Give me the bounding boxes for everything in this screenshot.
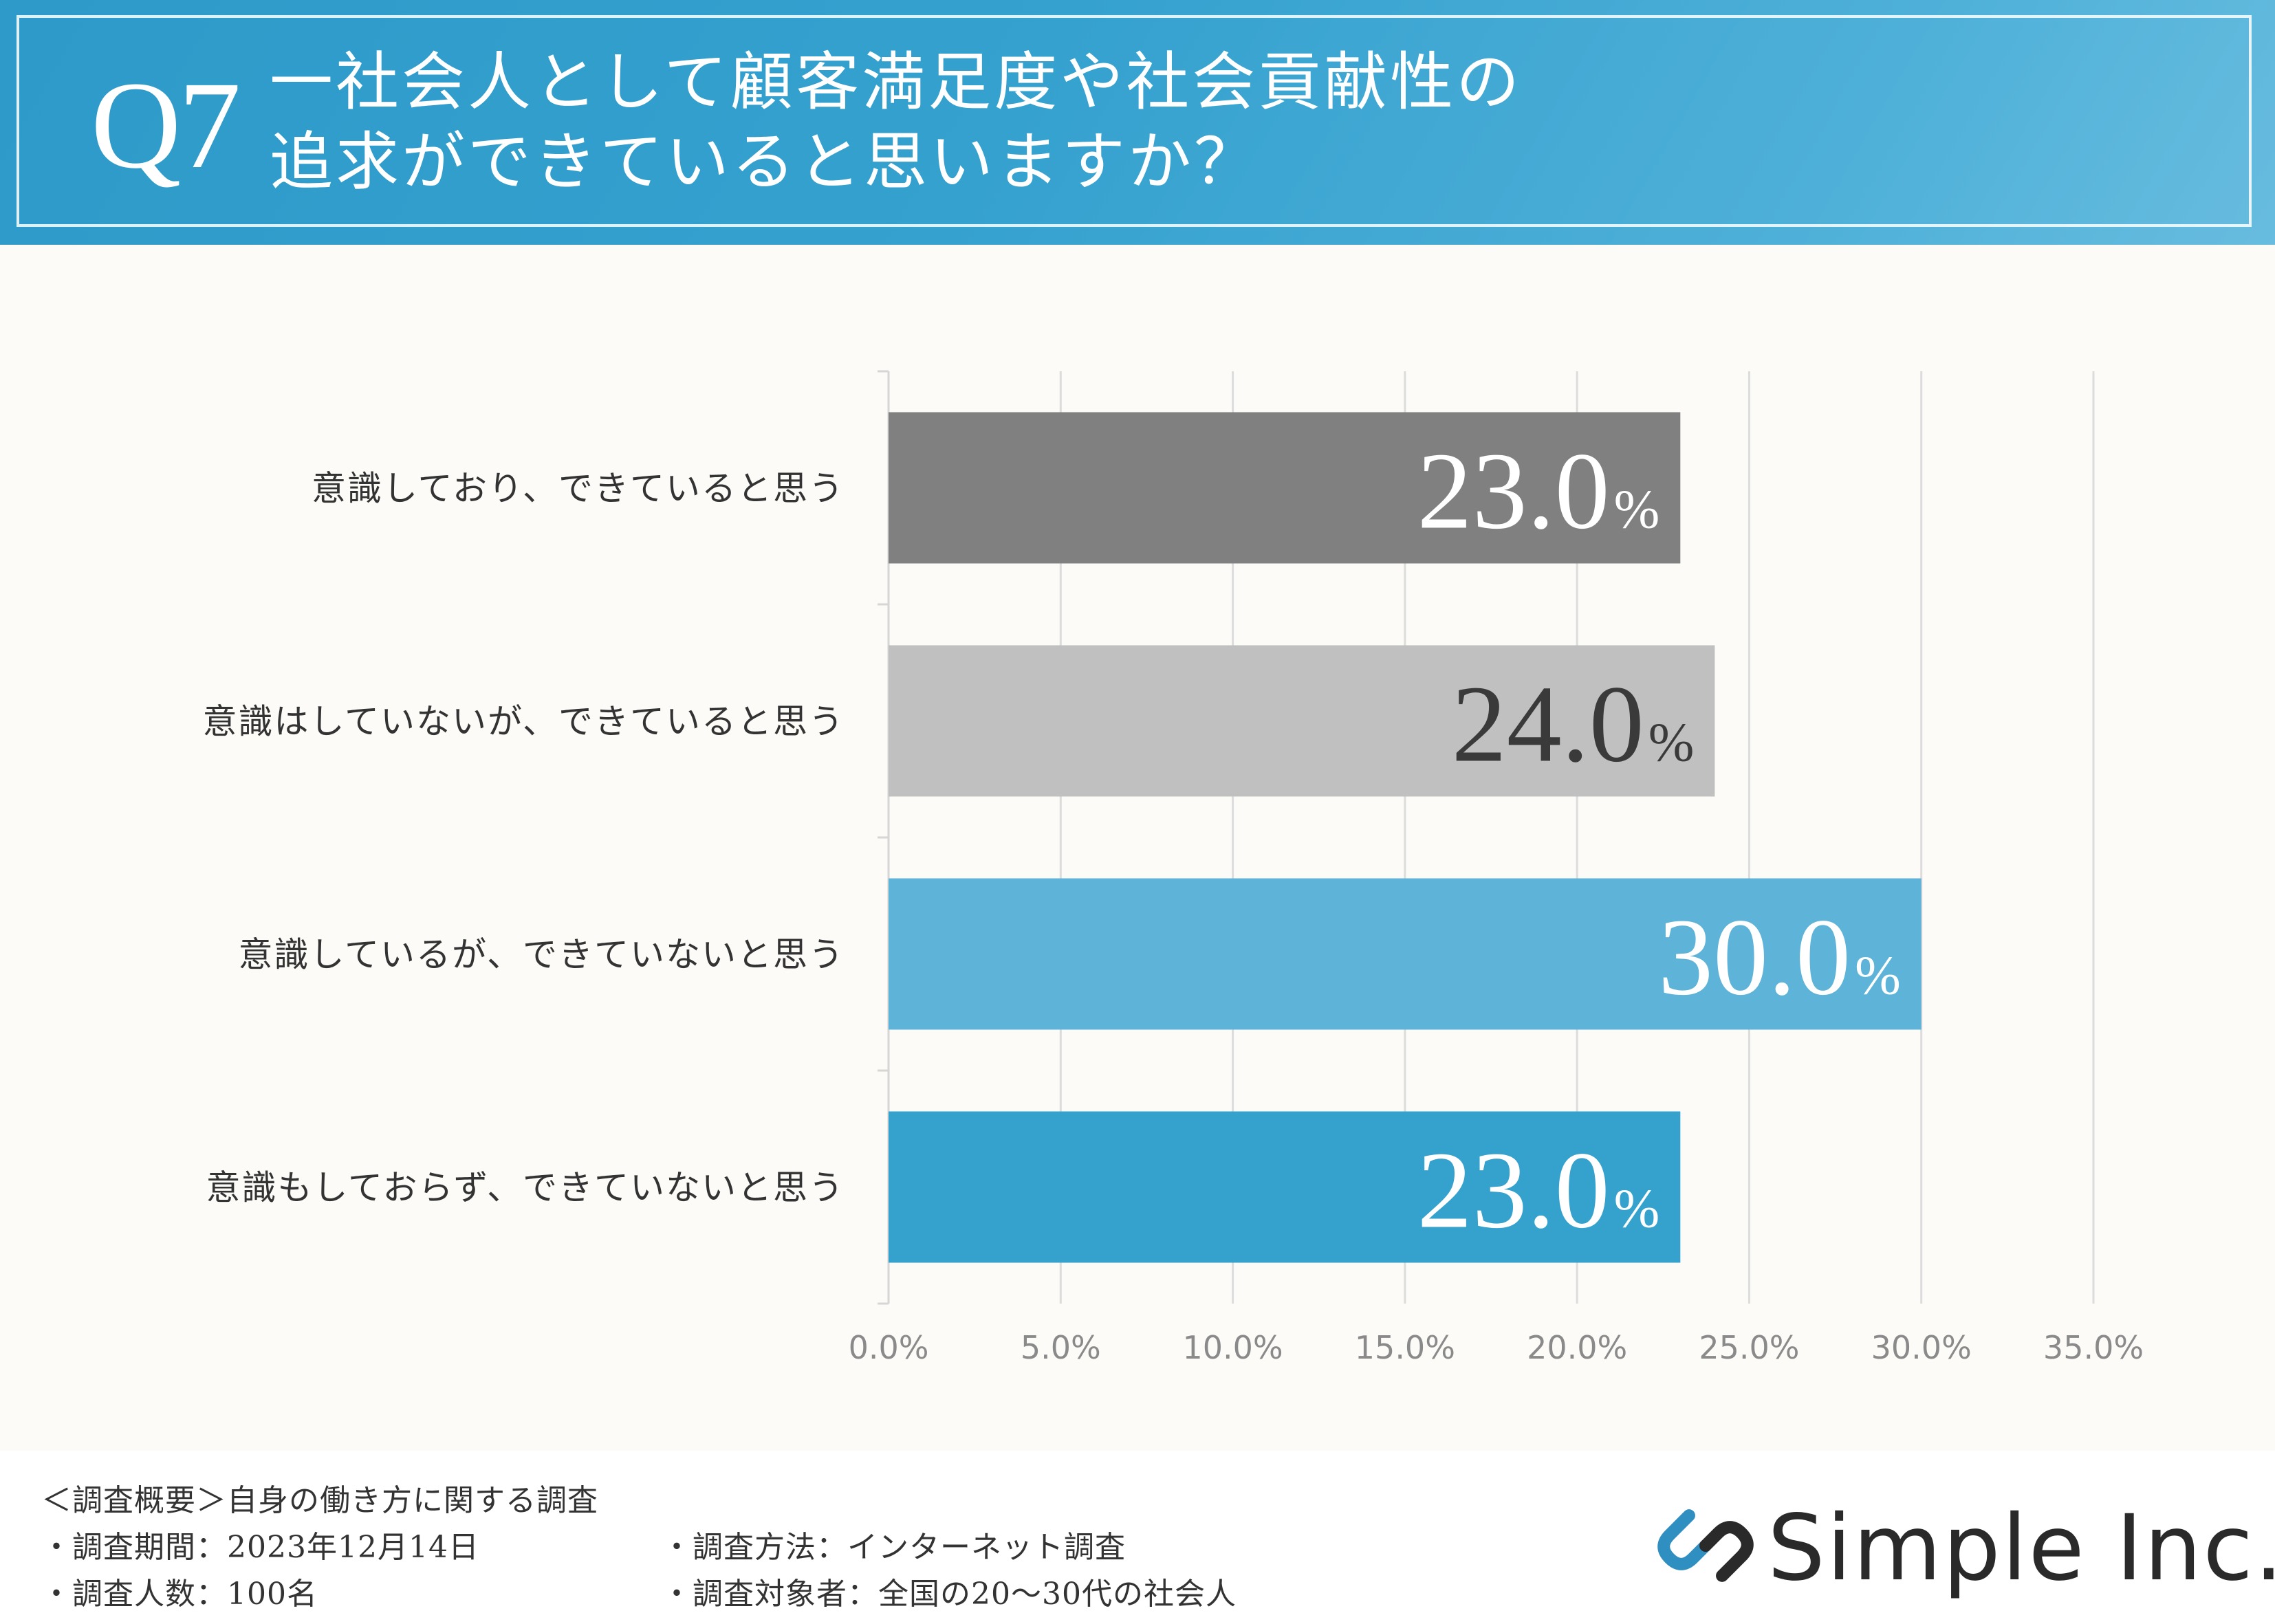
data-label: 23.0% xyxy=(1417,1129,1660,1251)
data-label: 23.0% xyxy=(1417,430,1660,552)
x-tick-label: 25.0% xyxy=(1699,1329,1799,1366)
x-tick-label: 10.0% xyxy=(1183,1329,1283,1366)
survey-method: ・調査方法：インターネット調査 xyxy=(662,1530,1126,1565)
bar xyxy=(889,878,1922,1030)
x-tick-label: 20.0% xyxy=(1527,1329,1627,1366)
simple-logo-icon xyxy=(1657,1509,1754,1582)
bar xyxy=(889,645,1715,797)
x-tick-label: 5.0% xyxy=(1021,1329,1101,1366)
question-header: Q7 一社会人として顧客満足度や社会貢献性の 追求ができていると思いますか？ xyxy=(0,0,2275,245)
survey-target: ・調査対象者：全国の20〜30代の社会人 xyxy=(662,1577,1237,1612)
bar xyxy=(889,1111,1681,1263)
data-label: 30.0% xyxy=(1658,896,1901,1018)
category-label: 意識もしておらず、できていないと思う xyxy=(206,1168,845,1208)
survey-period: ・調査期間：2023年12月14日 xyxy=(41,1530,479,1565)
category-label: 意識しているが、できていないと思う xyxy=(239,935,845,975)
survey-respondents: ・調査人数：100名 xyxy=(41,1577,318,1612)
question-title-line-1: 一社会人として顧客満足度や社会貢献性の xyxy=(270,45,1523,119)
survey-title: ＜調査概要＞自身の働き方に関する調査 xyxy=(41,1483,598,1518)
category-label: 意識しており、できていると思う xyxy=(312,469,845,509)
bar-chart: 0.0% 5.0% 10.0% 15.0% 20.0% 25.0% 30.0% 35.0% 意識… xyxy=(203,370,2144,1366)
x-tick-label: 35.0% xyxy=(2043,1329,2144,1366)
x-tick-label: 15.0% xyxy=(1355,1329,1455,1366)
bar xyxy=(889,412,1681,564)
question-title: 一社会人として顧客満足度や社会貢献性の 追求ができていると思いますか？ xyxy=(270,43,1522,202)
question-title-line-2: 追求ができていると思いますか？ xyxy=(270,124,1261,199)
company-logo: Simple Inc. xyxy=(1657,1497,2275,1594)
data-label: 24.0% xyxy=(1452,663,1695,785)
logo-text: Simple Inc. xyxy=(1767,1495,2275,1601)
question-number: Q7 xyxy=(91,56,241,195)
category-label: 意識はしていないが、できていると思う xyxy=(203,702,845,742)
header-frame xyxy=(17,15,2252,227)
x-tick-label: 30.0% xyxy=(1871,1329,1972,1366)
x-tick-label: 0.0% xyxy=(849,1329,929,1366)
survey-footer: ＜調査概要＞自身の働き方に関する調査 ・調査期間：2023年12月14日 ・調査… xyxy=(0,1451,2275,1624)
